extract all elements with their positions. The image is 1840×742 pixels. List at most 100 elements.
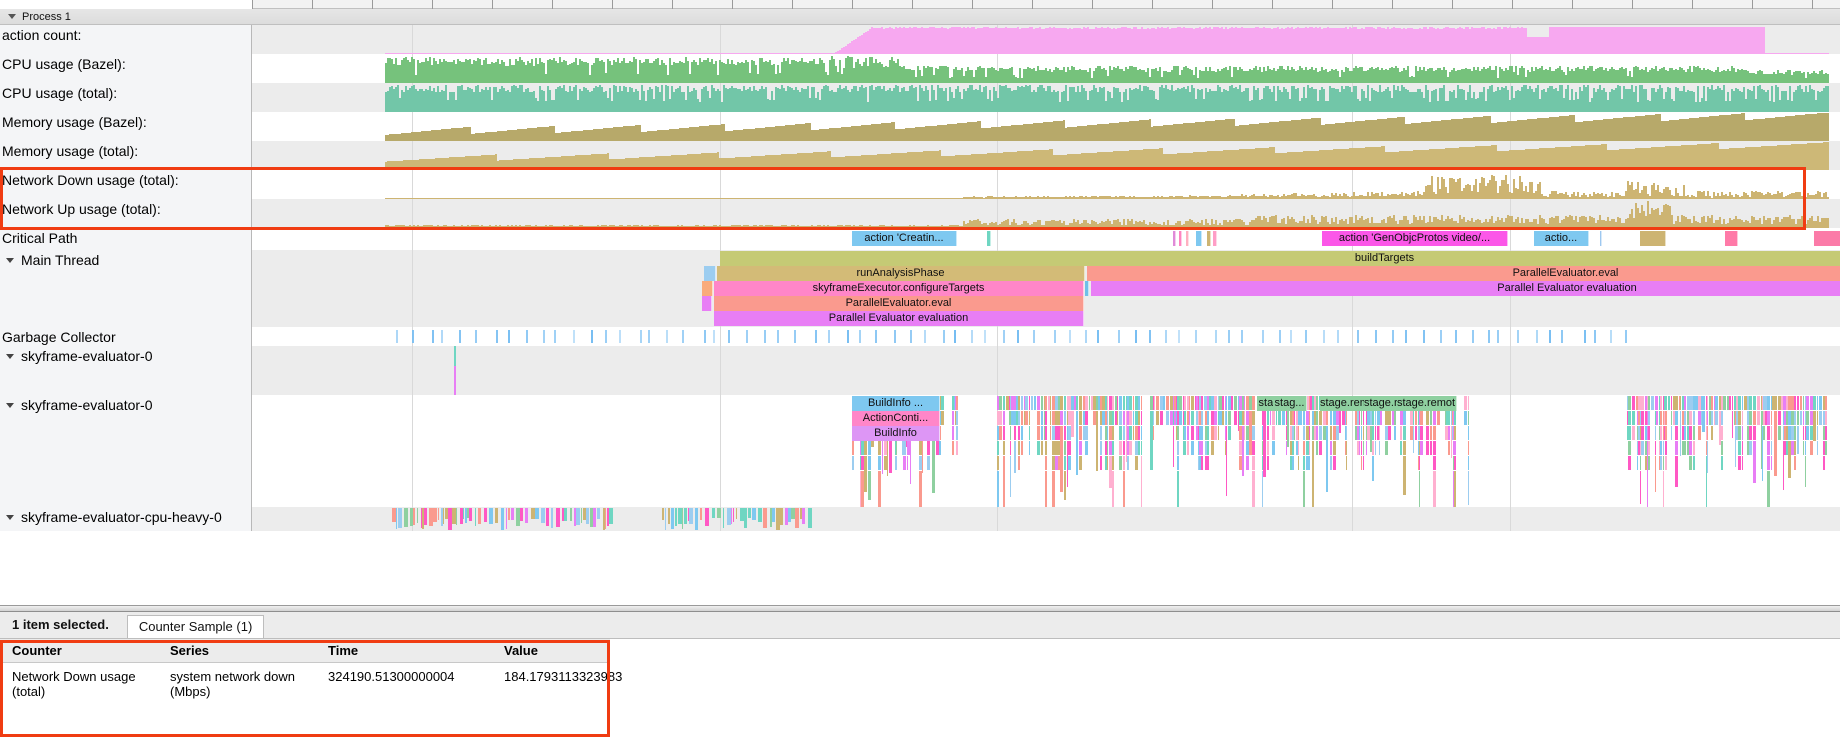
dense-slice[interactable] xyxy=(1112,426,1114,440)
dense-slice[interactable] xyxy=(1415,411,1417,425)
dense-slice[interactable] xyxy=(1361,426,1362,440)
column-header-series[interactable]: Series xyxy=(158,639,316,663)
chevron-down-icon[interactable] xyxy=(8,14,16,19)
dense-slice[interactable] xyxy=(1721,441,1723,455)
dense-slice[interactable] xyxy=(1014,411,1016,425)
dense-slice[interactable] xyxy=(1684,426,1686,440)
dense-slice[interactable] xyxy=(1262,441,1263,455)
dense-slice[interactable] xyxy=(1771,456,1772,470)
dense-slice[interactable] xyxy=(1403,426,1406,440)
dense-slice[interactable] xyxy=(1239,396,1242,410)
dense-slice[interactable] xyxy=(936,441,939,455)
dense-slice[interactable] xyxy=(1709,396,1711,410)
dense-slice[interactable] xyxy=(1665,411,1667,425)
gc-event-tick[interactable] xyxy=(1471,330,1474,343)
dense-slice[interactable] xyxy=(1298,456,1299,470)
dense-slice[interactable] xyxy=(1126,396,1127,410)
gc-event-tick[interactable] xyxy=(953,330,956,343)
dense-slice[interactable] xyxy=(1453,456,1454,470)
dense-slice-labeled[interactable]: stag... xyxy=(1273,396,1307,411)
dense-slice[interactable] xyxy=(1170,396,1173,410)
dense-slice[interactable] xyxy=(1742,396,1743,410)
dense-slice[interactable] xyxy=(1742,426,1743,440)
dense-slice[interactable] xyxy=(1089,396,1090,410)
dense-slice[interactable] xyxy=(1228,411,1231,425)
dense-slice[interactable] xyxy=(1267,426,1269,440)
dense-slice[interactable] xyxy=(1278,411,1281,425)
cpu-heavy-slice[interactable] xyxy=(413,508,415,525)
dense-slice[interactable] xyxy=(1037,426,1040,440)
dense-slice[interactable] xyxy=(1468,396,1469,410)
cpu-heavy-slice[interactable] xyxy=(780,508,783,526)
dense-slice[interactable] xyxy=(1262,426,1263,440)
track-label-cpu-usage-bazel[interactable]: CPU usage (Bazel): xyxy=(0,54,252,83)
gc-event-tick[interactable] xyxy=(495,330,498,343)
dense-slice[interactable] xyxy=(1296,426,1298,440)
dense-slice[interactable] xyxy=(1651,396,1654,410)
cpu-heavy-slice[interactable] xyxy=(748,508,751,519)
cpu-heavy-slice[interactable] xyxy=(516,508,520,527)
dense-slice[interactable] xyxy=(1762,396,1763,410)
dense-slice[interactable] xyxy=(1096,396,1098,410)
dense-slice[interactable] xyxy=(1239,411,1242,425)
dense-slice[interactable] xyxy=(1050,426,1051,440)
dense-slice[interactable] xyxy=(1211,426,1214,440)
dense-slice[interactable] xyxy=(1249,411,1252,456)
track-canvas[interactable] xyxy=(252,112,1840,141)
dense-slice[interactable] xyxy=(1041,441,1043,455)
gc-event-tick[interactable] xyxy=(1304,330,1307,343)
dense-slice[interactable] xyxy=(864,441,867,455)
dense-slice[interactable] xyxy=(1682,441,1684,455)
dense-slice[interactable] xyxy=(1660,396,1662,410)
dense-slice[interactable] xyxy=(1109,426,1112,440)
dense-slice[interactable] xyxy=(1803,396,1804,410)
dense-slice[interactable] xyxy=(1138,441,1140,455)
dense-slice[interactable] xyxy=(1419,426,1420,440)
dense-slice[interactable] xyxy=(1290,426,1292,440)
dense-slice[interactable] xyxy=(887,426,888,477)
dense-slice[interactable] xyxy=(1410,426,1413,440)
dense-slice[interactable] xyxy=(884,441,887,455)
dense-slice[interactable] xyxy=(1659,411,1660,425)
dense-slice[interactable] xyxy=(1446,426,1448,440)
dense-slice[interactable] xyxy=(1133,411,1134,425)
dense-slice[interactable] xyxy=(1198,441,1199,455)
critical-path-slice[interactable] xyxy=(1207,231,1211,246)
flame-block[interactable]: buildTargets xyxy=(720,251,1840,266)
cpu-heavy-slice[interactable] xyxy=(421,508,422,528)
dense-slice[interactable] xyxy=(1379,426,1380,440)
dense-slice[interactable] xyxy=(1333,441,1336,455)
dense-slice[interactable] xyxy=(1055,426,1058,440)
gc-event-tick[interactable] xyxy=(474,330,477,343)
dense-slice[interactable] xyxy=(1366,441,1367,455)
dense-slice[interactable] xyxy=(1183,396,1184,410)
dense-slice[interactable] xyxy=(1109,411,1112,425)
dense-slice[interactable] xyxy=(1123,441,1125,455)
dense-slice[interactable] xyxy=(1753,426,1756,440)
dense-slice[interactable] xyxy=(1445,426,1446,440)
chevron-down-icon[interactable] xyxy=(6,258,14,263)
dense-slice[interactable] xyxy=(889,426,892,474)
dense-slice[interactable] xyxy=(1345,441,1346,455)
track-label-skyframe-evaluator-0[interactable]: skyframe-evaluator-0 xyxy=(0,395,252,507)
dense-slice[interactable] xyxy=(1226,411,1227,425)
dense-slice[interactable] xyxy=(1698,396,1701,410)
dense-slice[interactable] xyxy=(1294,426,1295,440)
dense-slice[interactable] xyxy=(1021,396,1023,410)
dense-slice[interactable] xyxy=(1336,426,1339,440)
gc-event-tick[interactable] xyxy=(553,330,556,343)
dense-slice[interactable] xyxy=(1262,411,1263,425)
dense-slice[interactable] xyxy=(1454,456,1456,470)
dense-slice[interactable] xyxy=(939,441,941,455)
chevron-down-icon[interactable] xyxy=(6,403,14,408)
cpu-heavy-slice[interactable] xyxy=(424,508,427,526)
flame-block[interactable] xyxy=(1085,281,1089,296)
cpu-heavy-slice[interactable] xyxy=(422,508,424,530)
track-label-garbage-collector[interactable]: Garbage Collector xyxy=(0,327,252,346)
dense-slice[interactable] xyxy=(1645,396,1647,410)
dense-slice[interactable] xyxy=(1648,396,1650,410)
dense-slice[interactable] xyxy=(1239,426,1242,440)
dense-slice[interactable] xyxy=(1336,411,1339,425)
cpu-heavy-slice[interactable] xyxy=(456,508,457,526)
dense-slice[interactable] xyxy=(1400,426,1402,440)
